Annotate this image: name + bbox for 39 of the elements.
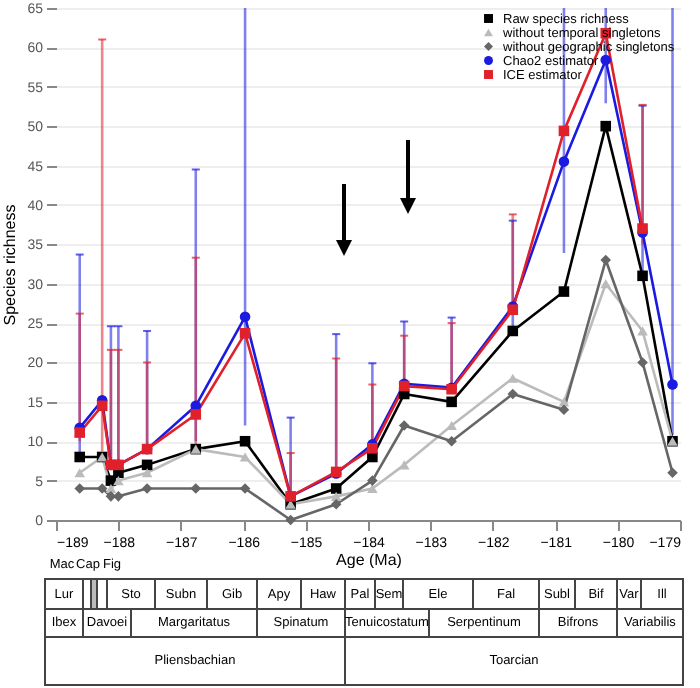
- point: [600, 120, 612, 132]
- point: [600, 54, 612, 66]
- point: [239, 452, 251, 462]
- point: [141, 468, 153, 478]
- point: [558, 156, 570, 167]
- point: [96, 400, 108, 412]
- point: [190, 483, 202, 494]
- point: [600, 279, 612, 289]
- point: [330, 491, 342, 501]
- point: [558, 397, 570, 407]
- point: [330, 498, 342, 510]
- point: [637, 270, 648, 282]
- point: [667, 467, 678, 479]
- point: [446, 435, 457, 447]
- point: [239, 328, 251, 339]
- point: [113, 476, 124, 486]
- point: [600, 254, 612, 266]
- point: [74, 483, 85, 494]
- point: [367, 475, 378, 486]
- point: [190, 409, 202, 420]
- point: [558, 404, 570, 416]
- point: [105, 483, 117, 494]
- point: [74, 451, 85, 463]
- point: [74, 468, 85, 478]
- point: [398, 420, 410, 431]
- x-axis-title: Age (Ma): [336, 551, 403, 569]
- point: [446, 396, 457, 408]
- point: [558, 286, 570, 297]
- point: [239, 311, 251, 323]
- point: [113, 491, 124, 502]
- point: [667, 379, 678, 390]
- point: [239, 435, 251, 447]
- y-axis-title: Species richness: [1, 204, 20, 326]
- point: [507, 388, 519, 400]
- point: [74, 427, 85, 438]
- point: [637, 326, 648, 336]
- point: [330, 483, 342, 494]
- point: [507, 325, 519, 337]
- point: [637, 357, 648, 368]
